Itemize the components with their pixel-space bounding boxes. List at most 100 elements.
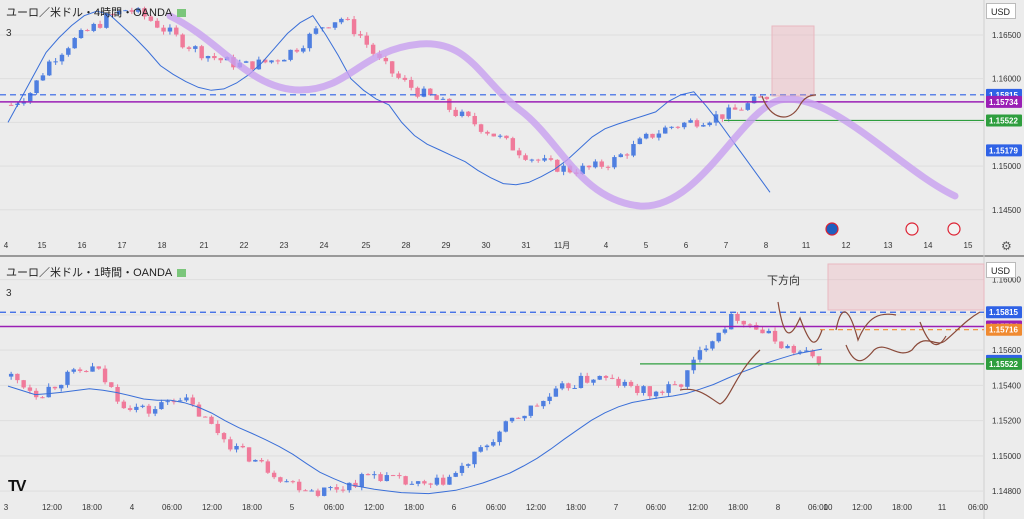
flag-icon xyxy=(177,269,187,277)
candle-body xyxy=(372,474,377,476)
candle-body xyxy=(59,54,65,62)
projection-line xyxy=(679,349,761,405)
candle-body xyxy=(116,10,122,15)
candle-body xyxy=(553,388,559,397)
candle-body xyxy=(21,380,26,388)
projection-line xyxy=(835,311,897,342)
candle-body xyxy=(478,124,484,132)
candle-body xyxy=(694,120,700,127)
candle-body xyxy=(71,369,76,372)
y-tick-label: 1.16500 xyxy=(992,31,1021,40)
candle-body xyxy=(240,445,245,448)
candle-body xyxy=(259,459,264,462)
candle-body xyxy=(722,329,728,333)
candle-body xyxy=(364,35,369,45)
candle-body xyxy=(754,325,759,330)
top-currency-button[interactable]: USD xyxy=(986,3,1016,19)
candle-body xyxy=(603,375,609,378)
candle-body xyxy=(234,445,239,450)
candle-body xyxy=(339,18,344,23)
candle-body xyxy=(59,384,64,389)
candle-body xyxy=(334,487,339,490)
candle-body xyxy=(109,382,114,387)
candle-body xyxy=(165,401,170,403)
candle-body xyxy=(33,390,39,398)
candle-body xyxy=(656,133,662,138)
candle-body xyxy=(347,482,352,491)
candle-body xyxy=(772,330,778,342)
candle-body xyxy=(415,481,421,484)
x-tick-label: 21 xyxy=(200,241,209,250)
x-tick-label: 12:00 xyxy=(202,503,223,512)
tradingview-logo-icon: TV xyxy=(8,478,27,495)
candle-body xyxy=(290,481,296,483)
candle-body xyxy=(275,60,281,62)
candle-body xyxy=(542,158,547,161)
bottom-currency-button[interactable]: USD xyxy=(986,262,1016,278)
candle-body xyxy=(523,155,528,160)
candle-body xyxy=(688,120,693,123)
candle-body xyxy=(85,30,90,32)
candle-body xyxy=(745,103,750,110)
bottom-chart-count: 3 xyxy=(6,288,12,299)
candle-body xyxy=(597,375,602,380)
candle-body xyxy=(326,27,331,29)
x-tick-label: 31 xyxy=(522,241,531,250)
candle-body xyxy=(472,115,477,125)
candle-body xyxy=(641,386,646,393)
candle-body xyxy=(142,8,147,17)
candle-body xyxy=(315,490,321,496)
event-flag-icon xyxy=(947,222,961,236)
x-tick-label: 8 xyxy=(764,241,769,250)
candle-body xyxy=(578,375,584,388)
candle-body xyxy=(472,451,477,465)
price-label-box xyxy=(986,114,1022,127)
x-tick-label: 28 xyxy=(402,241,411,250)
candle-body xyxy=(77,369,83,372)
candle-body xyxy=(510,138,516,151)
top-chart-count: 3 xyxy=(6,28,12,39)
candle-body xyxy=(516,150,522,156)
candle-body xyxy=(269,60,274,63)
candle-body xyxy=(618,154,623,158)
candle-body xyxy=(409,79,414,88)
candle-body xyxy=(804,350,809,352)
candle-body xyxy=(110,14,115,16)
candle-body xyxy=(65,371,70,385)
candle-body xyxy=(309,490,314,492)
candle-body xyxy=(605,166,611,168)
x-tick-label: 25 xyxy=(362,241,371,250)
candle-body xyxy=(555,159,560,172)
candle-body xyxy=(534,405,540,407)
candle-body xyxy=(47,61,52,76)
candle-body xyxy=(612,157,617,168)
candle-body xyxy=(660,391,665,393)
top-chart-title: ユーロ／米ドル・4時間・OANDA xyxy=(6,7,173,19)
y-tick-label: 1.15000 xyxy=(992,162,1021,171)
candle-body xyxy=(591,379,596,383)
candle-body xyxy=(751,96,757,104)
gear-icon[interactable]: ⚙ xyxy=(1001,239,1012,253)
x-tick-label: 23 xyxy=(280,241,289,250)
candle-body xyxy=(8,104,14,106)
x-tick-label: 06:00 xyxy=(968,503,989,512)
x-tick-label: 7 xyxy=(724,241,729,250)
candle-body xyxy=(296,481,302,491)
x-tick-label: 7 xyxy=(614,503,619,512)
candle-body xyxy=(785,345,790,349)
candle-body xyxy=(504,135,509,139)
x-tick-label: 12:00 xyxy=(364,503,385,512)
candle-body xyxy=(402,77,408,80)
candle-body xyxy=(313,28,319,34)
candle-body xyxy=(559,383,565,389)
candle-body xyxy=(102,368,108,383)
candle-body xyxy=(650,133,655,138)
candle-body xyxy=(691,359,696,371)
x-tick-label: 15 xyxy=(38,241,47,250)
price-label-text: 1.15522 xyxy=(989,360,1018,369)
candle-body xyxy=(27,387,33,391)
candle-body xyxy=(205,56,211,59)
candle-body xyxy=(707,122,712,126)
candle-body xyxy=(739,109,744,111)
candle-body xyxy=(353,482,358,487)
